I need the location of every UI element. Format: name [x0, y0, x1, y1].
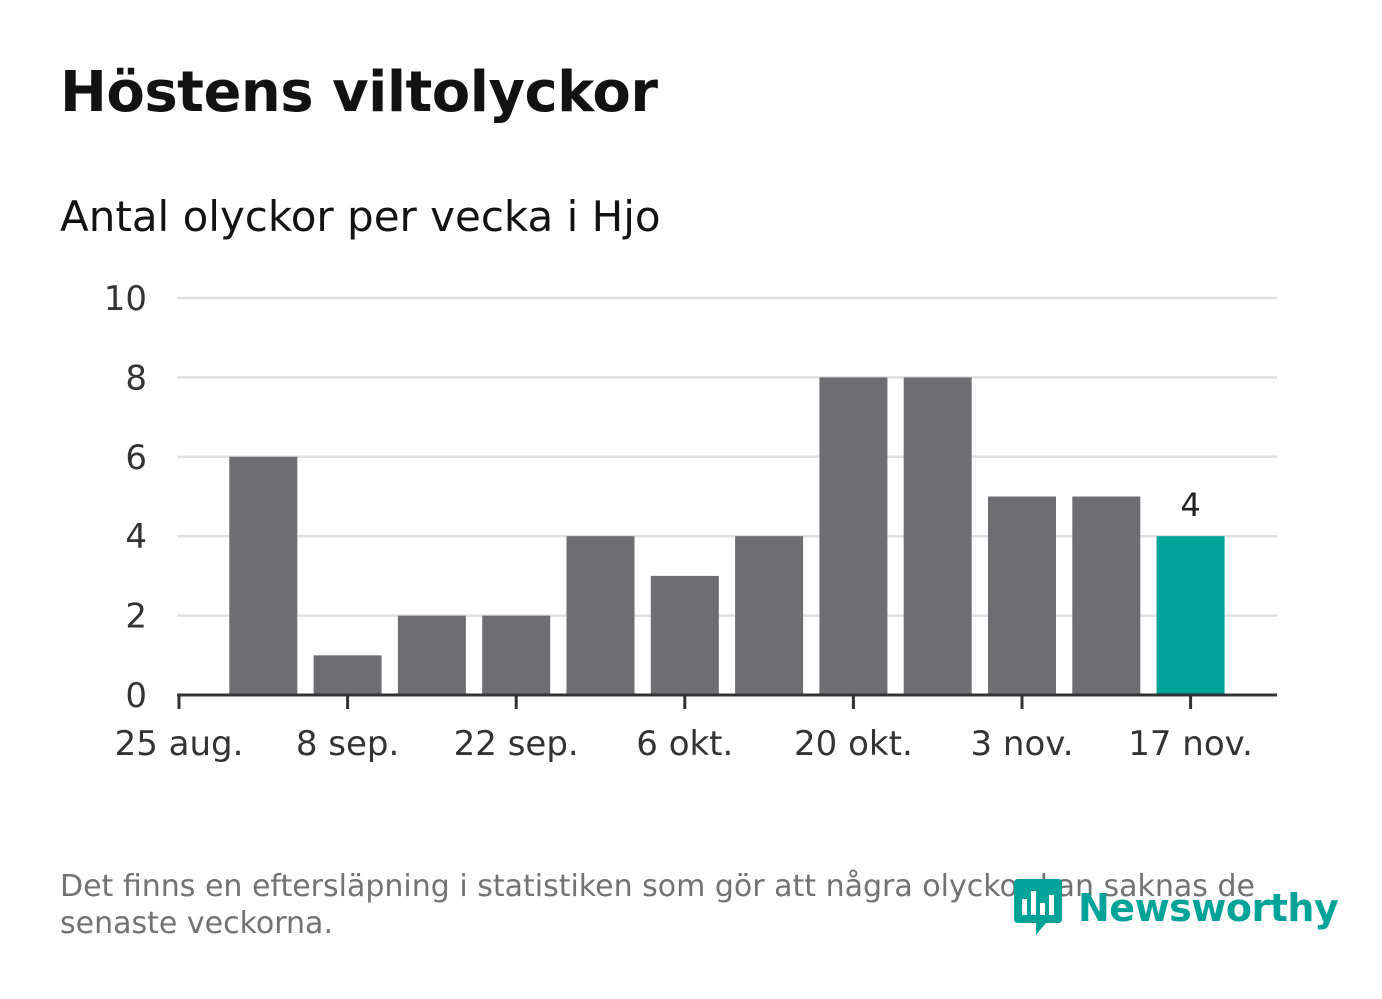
bar [650, 575, 719, 695]
bar [735, 536, 804, 695]
y-tick-label: 8 [125, 358, 147, 398]
y-tick-label: 4 [125, 517, 147, 557]
bar [903, 377, 972, 695]
y-tick-label: 10 [104, 279, 147, 319]
y-tick-label: 0 [125, 676, 147, 716]
x-tick-label: 8 sep. [296, 724, 399, 764]
bar [397, 615, 466, 695]
bar [1072, 496, 1141, 695]
bar [566, 536, 635, 695]
bar-chart: 0 2 4 6 8 10 4 25 aug. 8 sep. 22 sep. 6 okt. 20 okt… [104, 279, 1277, 764]
x-tick-label: 17 nov. [1128, 724, 1253, 764]
bar [482, 615, 551, 695]
logo-text: Newsworthy [1078, 886, 1339, 930]
chart-subtitle: Antal olyckor per vecka i Hjo [60, 192, 661, 241]
chart-title: Höstens viltolyckor [60, 60, 658, 125]
bar [819, 377, 888, 695]
labels-layer: 0 2 4 6 8 10 4 25 aug. 8 sep. 22 sep. 6 okt. 20 okt… [104, 279, 1253, 764]
y-tick-label: 6 [125, 438, 147, 478]
newsworthy-logo: Newsworthy [1012, 877, 1339, 939]
x-tick-label: 22 sep. [454, 724, 579, 764]
newsworthy-logo-icon [1014, 879, 1062, 935]
bars-layer [229, 377, 1225, 695]
x-tick-label: 20 okt. [794, 724, 913, 764]
bar-highlight [1156, 536, 1225, 695]
axis-layer [177, 693, 1277, 709]
y-tick-label: 2 [125, 597, 147, 637]
x-tick-label: 6 okt. [636, 724, 733, 764]
bar [229, 456, 298, 695]
x-tick-label: 25 aug. [115, 724, 244, 764]
data-label: 4 [1180, 486, 1200, 524]
bar [313, 655, 382, 695]
bar [988, 496, 1056, 695]
x-tick-label: 3 nov. [970, 724, 1073, 764]
